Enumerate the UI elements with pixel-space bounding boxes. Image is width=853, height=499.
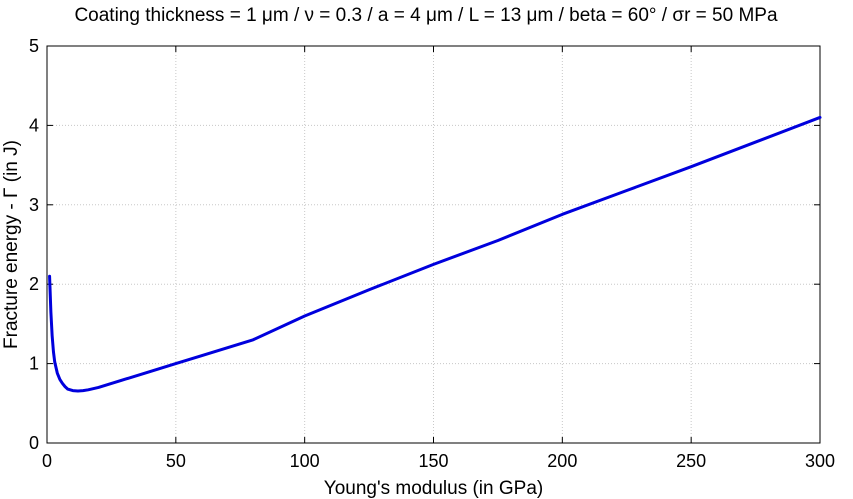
series-layer <box>48 115 822 393</box>
x-tick-label: 300 <box>805 451 835 471</box>
x-tick-label: 0 <box>42 451 52 471</box>
y-tick-label: 0 <box>29 433 39 453</box>
series-line <box>48 115 822 393</box>
y-axis-title: Fracture energy - Γ (in J) <box>1 140 22 349</box>
x-tick-label: 150 <box>418 451 448 471</box>
y-tick-label: 4 <box>29 115 39 135</box>
x-tick-label: 50 <box>166 451 186 471</box>
x-axis-title: Young's modulus (in GPa) <box>324 478 543 499</box>
y-tick-label: 5 <box>29 36 39 56</box>
y-tick-label: 2 <box>29 274 39 294</box>
y-tick-label: 3 <box>29 195 39 215</box>
x-tick-label: 200 <box>547 451 577 471</box>
chart-title: Coating thickness = 1 μm / ν = 0.3 / a =… <box>74 5 778 26</box>
y-tick-label: 1 <box>29 354 39 374</box>
axis-ticks: 0 50 100 150 200 250 300 0 1 2 3 4 5 <box>29 36 835 471</box>
grid-lines <box>47 46 820 443</box>
x-tick-label: 250 <box>676 451 706 471</box>
x-tick-label: 100 <box>290 451 320 471</box>
